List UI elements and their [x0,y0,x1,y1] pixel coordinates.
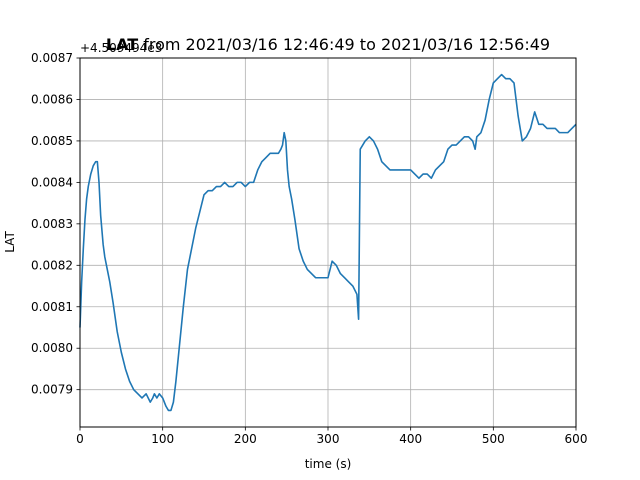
y-tick-label: 0.0082 [31,258,73,272]
x-tick-label: 400 [399,432,422,446]
y-tick-label: 0.0079 [31,383,73,397]
chart-title-bold: LAT [106,35,138,54]
chart-title: LAT from 2021/03/16 12:46:49 to 2021/03/… [106,35,550,54]
y-tick-label: 0.0081 [31,300,73,314]
y-tick-label: 0.0084 [31,175,73,189]
y-axis: 0.0079 0.0080 0.0081 0.0082 0.0083 0.0084 0.00… [31,51,80,397]
series [79,73,577,412]
chart-title-rest: from 2021/03/16 12:46:49 to 2021/03/16 1… [138,35,550,54]
series-line-lat [79,73,577,412]
y-tick-label: 0.0086 [31,92,73,106]
x-tick-label: 500 [482,432,505,446]
x-axis-label: time (s) [305,457,352,471]
y-tick-label: 0.0085 [31,134,73,148]
x-tick-label: 0 [76,432,84,446]
grid [79,57,577,427]
x-tick-label: 100 [151,432,174,446]
y-offset-label: +4.509494e3 [80,41,162,55]
y-axis-label: LAT [3,231,17,253]
x-tick-label: 300 [317,432,340,446]
x-axis: 0 100 200 300 400 500 600 [76,427,587,446]
x-tick-label: 600 [565,432,588,446]
y-tick-label: 0.0080 [31,341,73,355]
y-tick-label: 0.0087 [31,51,73,65]
y-tick-label: 0.0083 [31,217,73,231]
x-tick-label: 200 [234,432,257,446]
